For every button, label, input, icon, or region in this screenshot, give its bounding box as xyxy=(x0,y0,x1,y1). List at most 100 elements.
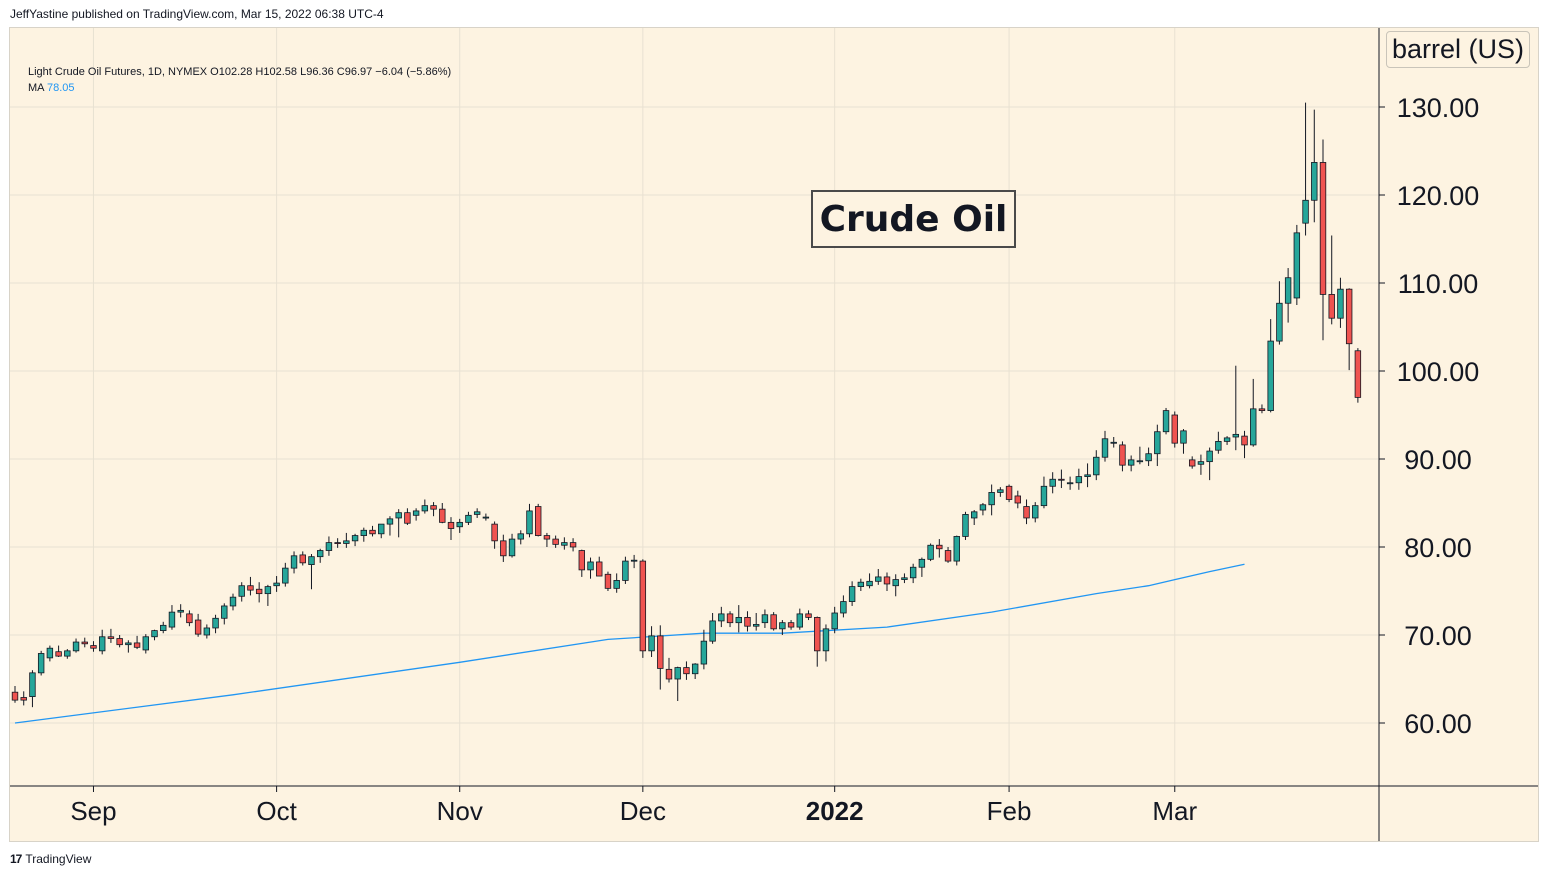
candle-body xyxy=(1136,460,1144,463)
unit-label[interactable]: barrel (US) xyxy=(1386,31,1530,68)
candle-body xyxy=(997,489,1004,493)
candle xyxy=(1223,436,1231,445)
candle-body xyxy=(831,612,838,630)
symbol-line: Light Crude Oil Futures, 1D, NYMEX O102.… xyxy=(28,66,452,78)
candle xyxy=(753,613,760,631)
candle xyxy=(46,645,54,662)
candle xyxy=(369,525,376,537)
candle xyxy=(1075,468,1083,490)
candle-body xyxy=(1293,232,1301,299)
candle-body xyxy=(447,521,455,529)
candlestick-chart[interactable]: 60.00 70.00 80.00 90.00 100.00 110.00 120.00 13… xyxy=(10,28,1538,841)
candle xyxy=(648,626,655,657)
x-tick-label: 2022 xyxy=(806,796,864,826)
candle-body xyxy=(203,627,211,636)
candle-body xyxy=(308,556,315,565)
candle-body xyxy=(526,510,533,535)
candle xyxy=(1276,281,1283,345)
y-tick-label: 100.00 xyxy=(1397,357,1480,387)
candle xyxy=(613,573,620,593)
candle xyxy=(177,604,184,618)
candle xyxy=(1084,463,1091,488)
candle xyxy=(1206,447,1213,481)
candle-body xyxy=(953,536,960,562)
candle xyxy=(1189,456,1196,469)
candle xyxy=(1014,490,1021,509)
candle-body xyxy=(639,560,647,652)
candle-body xyxy=(622,560,629,581)
candle-body xyxy=(160,624,167,632)
candle-body xyxy=(822,628,830,652)
candle-body xyxy=(1171,414,1178,444)
candle xyxy=(37,650,45,676)
candle-body xyxy=(334,542,341,544)
candle-body xyxy=(1005,485,1013,500)
candle-body xyxy=(1284,277,1292,304)
candle xyxy=(1058,469,1065,489)
candle-body xyxy=(55,651,62,657)
candle-body xyxy=(1250,408,1257,446)
candle xyxy=(718,606,725,628)
candle xyxy=(848,581,856,606)
candle xyxy=(508,533,516,558)
candle-body xyxy=(282,567,289,584)
candle-body xyxy=(1162,410,1170,433)
candle xyxy=(1293,224,1301,305)
candle-body xyxy=(918,558,926,568)
candle-body xyxy=(378,523,385,535)
candle xyxy=(665,657,673,683)
candle xyxy=(351,533,359,547)
candle-body xyxy=(500,540,507,557)
candle-body xyxy=(892,579,899,587)
candle xyxy=(1311,109,1318,223)
candle xyxy=(543,532,551,547)
candle xyxy=(142,634,149,654)
candle-body xyxy=(909,566,917,579)
candle xyxy=(979,503,987,516)
candle-body xyxy=(238,585,245,597)
candle xyxy=(221,603,228,625)
candle-body xyxy=(1311,162,1318,201)
candle xyxy=(334,538,341,548)
candle xyxy=(439,503,446,524)
candle xyxy=(883,572,891,591)
candle-body xyxy=(212,617,219,629)
tradingview-footer[interactable]: 17 TradingView xyxy=(10,852,91,866)
candle-body xyxy=(1049,478,1056,487)
candle-body xyxy=(421,505,429,512)
candle-body xyxy=(125,642,132,646)
candle xyxy=(918,557,926,577)
candle xyxy=(55,645,62,657)
candle-body xyxy=(142,636,149,651)
candle xyxy=(273,576,280,592)
candle-body xyxy=(979,504,987,511)
candle-body xyxy=(543,535,551,540)
candle-body xyxy=(1058,478,1065,481)
candle-body xyxy=(596,561,603,577)
candle-body xyxy=(343,540,350,544)
candle xyxy=(944,547,952,563)
candle xyxy=(404,508,411,525)
candle xyxy=(1032,502,1039,523)
candle xyxy=(1093,450,1100,481)
candle-body xyxy=(796,613,803,628)
candle xyxy=(1040,476,1048,509)
candle-body xyxy=(648,635,655,652)
candle-body xyxy=(657,635,664,669)
candle-body xyxy=(1319,162,1327,295)
candle-body xyxy=(805,613,812,618)
candle-body xyxy=(404,512,411,524)
candle xyxy=(1345,288,1353,371)
y-tick-label: 120.00 xyxy=(1397,181,1480,211)
candle-body xyxy=(630,559,638,562)
candle-body xyxy=(517,533,524,540)
candle xyxy=(247,576,254,596)
candle xyxy=(569,538,577,552)
chart-panel[interactable]: 60.00 70.00 80.00 90.00 100.00 110.00 120.00 13… xyxy=(9,27,1539,842)
candle xyxy=(761,609,769,628)
candle xyxy=(255,582,263,603)
candle-body xyxy=(683,667,690,675)
candle-body xyxy=(787,622,795,628)
candle-body xyxy=(369,529,376,535)
chart-annotation: Crude Oil xyxy=(811,190,1016,248)
